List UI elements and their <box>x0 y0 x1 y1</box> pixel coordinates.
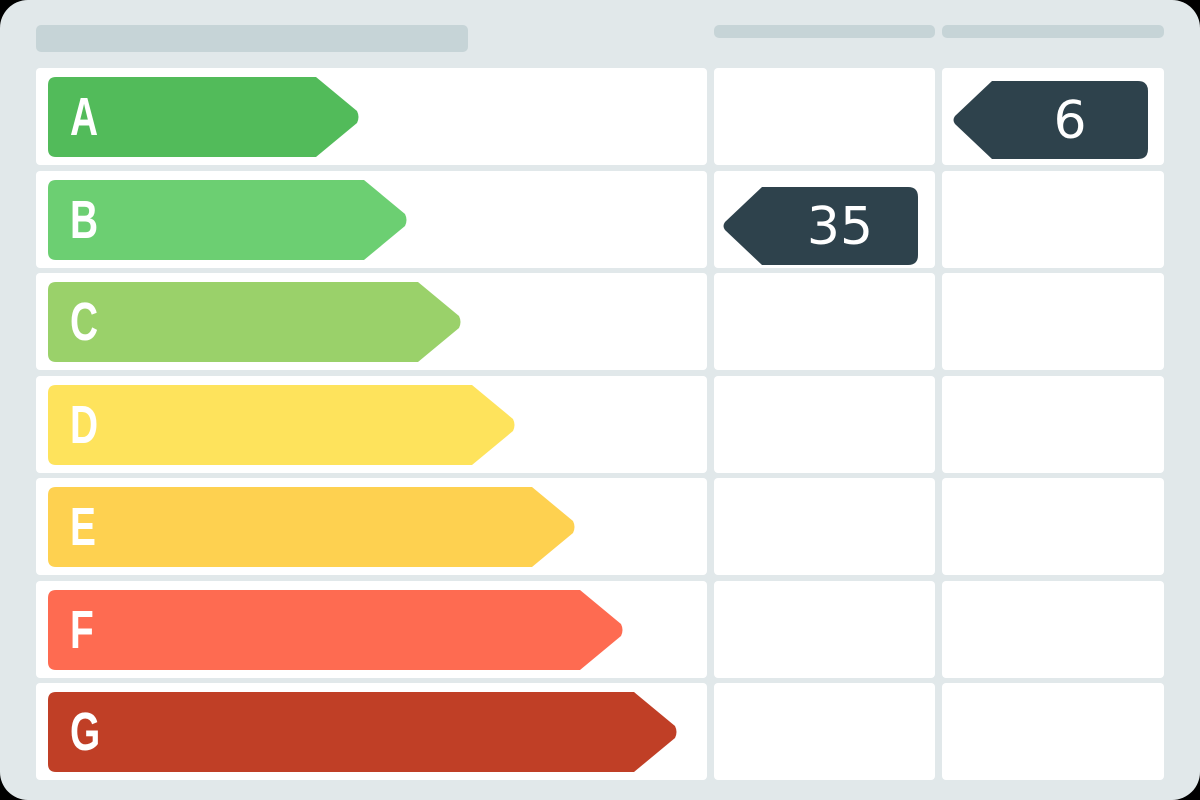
rating-letter: F <box>70 600 94 660</box>
potential-rating-tag-value: 6 <box>1053 91 1087 151</box>
rating-arrow-g: G <box>48 692 678 772</box>
rating-letter: C <box>70 292 99 352</box>
rating-arrow-shape <box>48 282 461 362</box>
rating-arrow-a: A <box>48 77 360 157</box>
rating-arrow-f: F <box>48 590 624 670</box>
rating-arrow-e: E <box>48 487 576 567</box>
current-rating-tag: 35 <box>722 187 918 265</box>
rating-arrow-shape <box>48 590 623 670</box>
rating-arrow-d: D <box>48 385 516 465</box>
potential-cell <box>942 478 1164 575</box>
potential-cell <box>942 683 1164 780</box>
rating-letter: E <box>70 497 96 557</box>
current-cell <box>714 376 935 473</box>
rating-arrow-b: B <box>48 180 408 260</box>
rating-arrow-c: C <box>48 282 462 362</box>
current-rating-tag-value: 35 <box>806 197 874 257</box>
rating-arrow-shape <box>48 487 575 567</box>
current-column-header-placeholder <box>714 25 935 38</box>
potential-cell <box>942 273 1164 370</box>
rating-letter: A <box>70 87 99 147</box>
current-cell <box>714 581 935 678</box>
potential-cell <box>942 581 1164 678</box>
rating-arrow-shape <box>48 385 515 465</box>
potential-cell <box>942 171 1164 268</box>
potential-cell <box>942 376 1164 473</box>
rating-letter: G <box>70 702 101 762</box>
rating-letter: B <box>70 190 99 250</box>
rating-arrow-shape <box>48 692 677 772</box>
rating-arrow-shape <box>48 77 359 157</box>
potential-rating-tag: 6 <box>952 81 1148 159</box>
header-placeholder-bar <box>36 25 468 52</box>
current-cell <box>714 683 935 780</box>
rating-arrow-shape <box>48 180 407 260</box>
rating-letter: D <box>70 395 99 455</box>
current-cell <box>714 68 935 165</box>
current-cell <box>714 478 935 575</box>
potential-column-header-placeholder <box>942 25 1164 38</box>
current-cell <box>714 273 935 370</box>
